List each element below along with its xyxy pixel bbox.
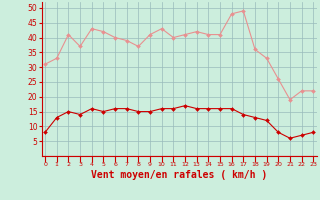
X-axis label: Vent moyen/en rafales ( km/h ): Vent moyen/en rafales ( km/h ) (91, 170, 267, 180)
